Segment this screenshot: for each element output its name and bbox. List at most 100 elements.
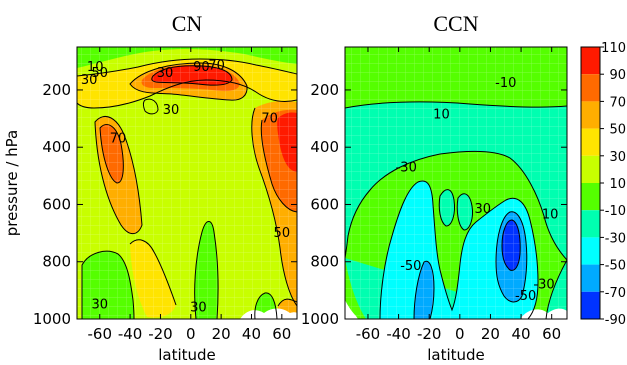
ccn-xtick-label: 20 [481,325,500,343]
ccn-plot-frame [344,46,568,320]
ccn-ytick-label: 1000 [301,310,339,328]
ccn-contour-label: -30 [396,160,417,175]
cn-contour-30-small [143,98,159,115]
ccn-contour-label: 30 [475,202,492,217]
ccn-field [345,47,567,319]
cn-contour-30-right-lobe [254,292,278,319]
cn-xtick-label: 40 [242,325,261,343]
colorbar: 110 90 70 50 30 10 -10 -30 -50 -70 -90 [580,41,626,328]
cn-contour-label: 50 [274,226,291,241]
colorbar-band [581,264,600,292]
ccn-contour-inlet-a [438,189,455,227]
ccn-contour-label: -50 [400,259,421,274]
ccn-contour-label: 10 [433,107,450,122]
colorbar-tick-label: 110 [601,41,626,56]
cn-contour-30-left-lobe [81,250,135,319]
cn-contour-right-50 [251,107,297,307]
cn-contour-left-50 [94,116,143,235]
colorbar-tick-label: -70 [605,286,626,301]
cn-ytick-label: 400 [42,138,71,156]
cn-contour-label: 70 [110,132,127,147]
colorbar-band [581,128,600,156]
panel-cn: CN [33,11,298,364]
cn-contour-label: 70 [208,59,225,74]
colorbar-tick-label: -50 [605,259,626,274]
ccn-xtick-label: -40 [386,325,411,343]
colorbar-band [581,74,600,102]
ccn-ytick-label: 200 [310,81,339,99]
cn-xtick-label: 20 [212,325,231,343]
colorbar-tick-label: 70 [609,95,626,110]
ccn-contour-neg50 [379,180,539,319]
cn-contour-50-right-bottom [277,298,297,307]
cn-x-axis-label: latitude [158,346,216,364]
ccn-ytick-label: 800 [310,253,339,271]
ccn-contour-label: -50 [515,289,536,304]
ccn-x-axis-label: latitude [427,346,485,364]
colorbar-tick-label: 50 [609,123,626,138]
ccn-xtick-label: 60 [542,325,561,343]
ccn-contour-neg70-right [495,211,528,303]
colorbar-band [581,237,600,265]
cn-contour-jet-50 [129,62,248,101]
cn-contour-label: 50 [91,66,108,81]
ccn-ytick-label: 400 [310,138,339,156]
colorbar-band [581,101,600,129]
colorbar-tick-label: -30 [605,231,626,246]
cn-contour-30 [77,79,297,109]
colorbar-band [581,210,600,238]
cn-contour-label: 70 [261,112,278,127]
cn-contour-right-70 [260,119,297,213]
colorbar-band [581,155,600,183]
cn-plot-frame [76,46,298,320]
ccn-contour-neg30-lower [545,259,567,319]
ccn-x-axis: -60 -40 -20 0 20 40 60 [356,47,561,343]
ccn-xtick-label: -20 [417,325,442,343]
cn-gridlines [77,47,297,319]
y-axis-label: pressure / hPa [3,130,21,236]
ccn-contour-neg90 [501,219,521,271]
panel-title-ccn: CCN [433,11,478,36]
ccn-contour-inlet-b [456,193,473,231]
cn-contour-left-70 [99,124,124,184]
panel-title-cn: CN [172,11,203,36]
colorbar-band [581,183,600,211]
ccn-xtick-label: 0 [455,325,465,343]
cn-contour-label: 30 [190,301,207,316]
cn-contour-30-center-lobe [194,221,219,319]
ccn-xtick-label: -60 [356,325,381,343]
cn-xtick-label: 0 [186,325,196,343]
ccn-contour-label: -30 [533,278,554,293]
colorbar-tick-label: 90 [609,68,626,83]
ccn-ytick-label: 600 [310,195,339,213]
colorbar-band [581,291,600,319]
ccn-contour-label: 10 [542,207,559,222]
colorbar-tick-label: 30 [609,150,626,165]
colorbar-tick-label: 10 [609,177,626,192]
ccn-contour-neg10 [345,101,567,109]
ccn-xtick-label: 40 [512,325,531,343]
cn-contour-30-low [129,239,177,306]
ccn-contour-neg30-outer [345,150,567,261]
colorbar-tick-label: -10 [605,204,626,219]
cn-contour-jet-90 [151,65,233,86]
cn-contour-label: 10 [87,60,104,75]
cn-contour-label: 30 [157,66,174,81]
cn-x-axis: -60 -40 -20 0 20 40 60 [88,47,291,343]
ccn-y-axis: 200 400 600 800 1000 [301,81,567,328]
cn-ytick-label: 1000 [33,310,71,328]
cn-contour-label: 90 [193,60,210,75]
colorbar-tick-label: -90 [605,313,626,328]
cn-ytick-label: 600 [42,195,71,213]
ccn-contour-label: -10 [495,76,516,91]
cn-xtick-label: -40 [118,325,143,343]
cn-contour-label: 30 [91,298,108,313]
colorbar-band [581,47,600,75]
cn-field [77,47,297,319]
cn-xtick-label: 60 [272,325,291,343]
cn-xtick-label: -20 [148,325,173,343]
